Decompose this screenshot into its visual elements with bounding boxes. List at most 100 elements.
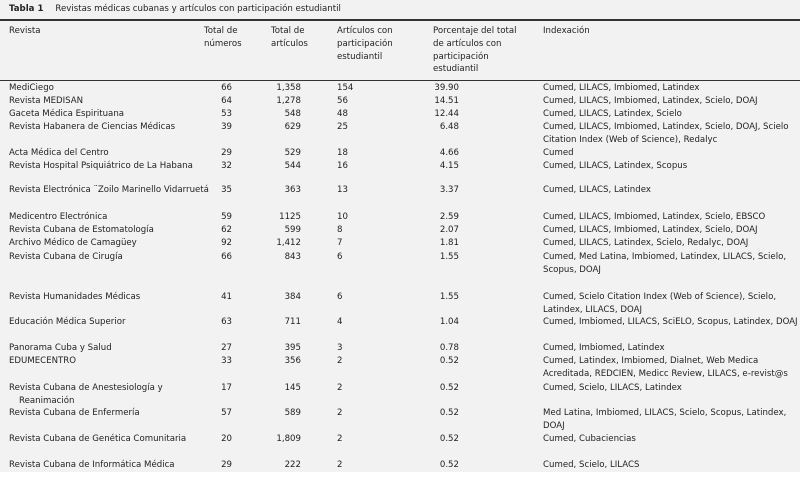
cell-porcentaje: 2.07 xyxy=(439,225,459,235)
cell-indexacion: Cumed, Imbiomed, LILACS, SciELO, Scopus,… xyxy=(543,317,798,327)
header-articulos: Total de artículos xyxy=(271,26,308,49)
header-numeros: Total de números xyxy=(204,26,242,49)
cell-numeros: 92 xyxy=(221,238,232,248)
cell-porcentaje: 3.37 xyxy=(439,185,459,195)
cell-indexacion: Cumed, Scielo Citation Index (Web of Sci… xyxy=(543,292,777,315)
cell-porcentaje: 0.52 xyxy=(439,356,459,366)
cell-porcentaje: 2.59 xyxy=(439,212,459,222)
cell-numeros: 39 xyxy=(221,122,232,132)
cell-indexacion: Cumed, LILACS, Imbiomed, Latindex xyxy=(543,83,700,93)
cell-articulos: 711 xyxy=(284,317,301,327)
cell-numeros: 53 xyxy=(221,109,232,119)
cell-numeros: 17 xyxy=(221,383,232,393)
cell-articulos: 843 xyxy=(284,252,301,262)
cell-revista: Revista Cubana de Enfermería xyxy=(9,408,140,418)
cell-revista: MediCiego xyxy=(9,83,54,93)
cell-porcentaje: 0.52 xyxy=(439,383,459,393)
cell-indexacion: Med Latina, Imbiomed, LILACS, Scielo, Sc… xyxy=(543,408,787,431)
cell-numeros: 59 xyxy=(221,212,232,222)
cell-porcentaje: 1.81 xyxy=(439,238,459,248)
cell-articulos: 1,278 xyxy=(276,96,301,106)
cell-articulos: 395 xyxy=(284,343,301,353)
cell-participacion: 18 xyxy=(337,148,348,158)
cell-participacion: 6 xyxy=(337,252,343,262)
cell-articulos: 1125 xyxy=(279,212,301,222)
header-rule xyxy=(0,80,800,81)
cell-revista: Panorama Cuba y Salud xyxy=(9,343,112,353)
cell-porcentaje: 0.78 xyxy=(439,343,459,353)
cell-revista: Revista MEDISAN xyxy=(9,96,84,106)
cell-indexacion: Cumed, Cubaciencias xyxy=(543,434,636,444)
cell-porcentaje: 0.52 xyxy=(439,408,459,418)
cell-articulos: 589 xyxy=(284,408,301,418)
cell-indexacion: Cumed, LILACS, Imbiomed, Latindex, Sciel… xyxy=(543,122,789,145)
cell-revista: Educación Médica Superior xyxy=(9,317,126,327)
cell-participacion: 6 xyxy=(337,292,343,302)
table-caption-text: Revistas médicas cubanas y artículos con… xyxy=(55,4,341,14)
cell-participacion: 7 xyxy=(337,238,343,248)
cell-articulos: 222 xyxy=(284,460,301,470)
cell-participacion: 2 xyxy=(337,383,343,393)
cell-revista: Medicentro Electrónica xyxy=(9,212,108,222)
cell-numeros: 41 xyxy=(221,292,232,302)
cell-indexacion: Cumed, Imbiomed, Latindex xyxy=(543,343,665,353)
cell-indexacion: Cumed, Scielo, LILACS xyxy=(543,460,640,470)
cell-numeros: 29 xyxy=(221,460,232,470)
cell-indexacion: Cumed, Scielo, LILACS, Latindex xyxy=(543,383,682,393)
cell-indexacion: Cumed, LILACS, Latindex, Scielo xyxy=(543,109,682,119)
cell-porcentaje: 0.52 xyxy=(439,434,459,444)
cell-revista: Revista Hospital Psiquiátrico de La Haba… xyxy=(9,161,193,171)
cell-porcentaje: 14.51 xyxy=(434,96,459,106)
cell-revista: Revista Cubana de Anestesiología y Reani… xyxy=(9,383,163,406)
cell-indexacion: Cumed, LILACS, Latindex, Scopus xyxy=(543,161,688,171)
cell-porcentaje: 0.52 xyxy=(439,460,459,470)
cell-numeros: 66 xyxy=(221,252,232,262)
cell-numeros: 62 xyxy=(221,225,232,235)
cell-porcentaje: 12.44 xyxy=(434,109,459,119)
cell-revista: Revista Electrónica ¨Zoilo Marinello Vid… xyxy=(9,185,209,195)
table-caption: Tabla 1 Revistas médicas cubanas y artícu… xyxy=(9,4,341,14)
cell-revista: Revista Cubana de Genética Comunitaria xyxy=(9,434,187,444)
table-panel: Tabla 1 Revistas médicas cubanas y artícu… xyxy=(0,0,800,472)
cell-indexacion: Cumed, LILACS, Imbiomed, Latindex, Sciel… xyxy=(543,212,766,222)
header-revista: Revista xyxy=(9,26,41,36)
cell-participacion: 13 xyxy=(337,185,348,195)
cell-numeros: 20 xyxy=(221,434,232,444)
cell-indexacion: Cumed, LILACS, Latindex xyxy=(543,185,651,195)
top-rule xyxy=(0,19,800,21)
cell-participacion: 2 xyxy=(337,434,343,444)
cell-articulos: 356 xyxy=(284,356,301,366)
cell-indexacion: Cumed, LILACS, Imbiomed, Latindex, Sciel… xyxy=(543,96,758,106)
cell-indexacion: Cumed, Latindex, Imbiomed, Dialnet, Web … xyxy=(543,356,788,379)
cell-participacion: 10 xyxy=(337,212,348,222)
cell-numeros: 66 xyxy=(221,83,232,93)
cell-articulos: 529 xyxy=(284,148,301,158)
cell-participacion: 25 xyxy=(337,122,348,132)
cell-participacion: 48 xyxy=(337,109,348,119)
cell-participacion: 56 xyxy=(337,96,348,106)
header-porcentaje: Porcentaje del total de artículos con pa… xyxy=(433,26,517,75)
cell-numeros: 27 xyxy=(221,343,232,353)
cell-revista: Revista Cubana de Informática Médica xyxy=(9,460,175,470)
cell-porcentaje: 4.66 xyxy=(439,148,459,158)
cell-porcentaje: 1.55 xyxy=(439,252,459,262)
cell-participacion: 3 xyxy=(337,343,343,353)
cell-revista: Acta Médica del Centro xyxy=(9,148,109,158)
cell-participacion: 2 xyxy=(337,408,343,418)
cell-numeros: 32 xyxy=(221,161,232,171)
header-indexacion: Indexación xyxy=(543,26,590,36)
cell-participacion: 154 xyxy=(337,83,354,93)
cell-porcentaje: 1.55 xyxy=(439,292,459,302)
cell-articulos: 548 xyxy=(284,109,301,119)
header-participacion: Artículos con participación estudiantil xyxy=(337,26,393,62)
cell-porcentaje: 6.48 xyxy=(439,122,459,132)
cell-articulos: 599 xyxy=(284,225,301,235)
cell-numeros: 64 xyxy=(221,96,232,106)
cell-revista: Revista Cubana de Estomatología xyxy=(9,225,154,235)
cell-participacion: 2 xyxy=(337,460,343,470)
cell-articulos: 1,412 xyxy=(276,238,301,248)
table-label: Tabla 1 xyxy=(9,4,44,14)
cell-revista: Archivo Médico de Camagüey xyxy=(9,238,137,248)
cell-participacion: 8 xyxy=(337,225,343,235)
cell-articulos: 1,358 xyxy=(276,83,301,93)
